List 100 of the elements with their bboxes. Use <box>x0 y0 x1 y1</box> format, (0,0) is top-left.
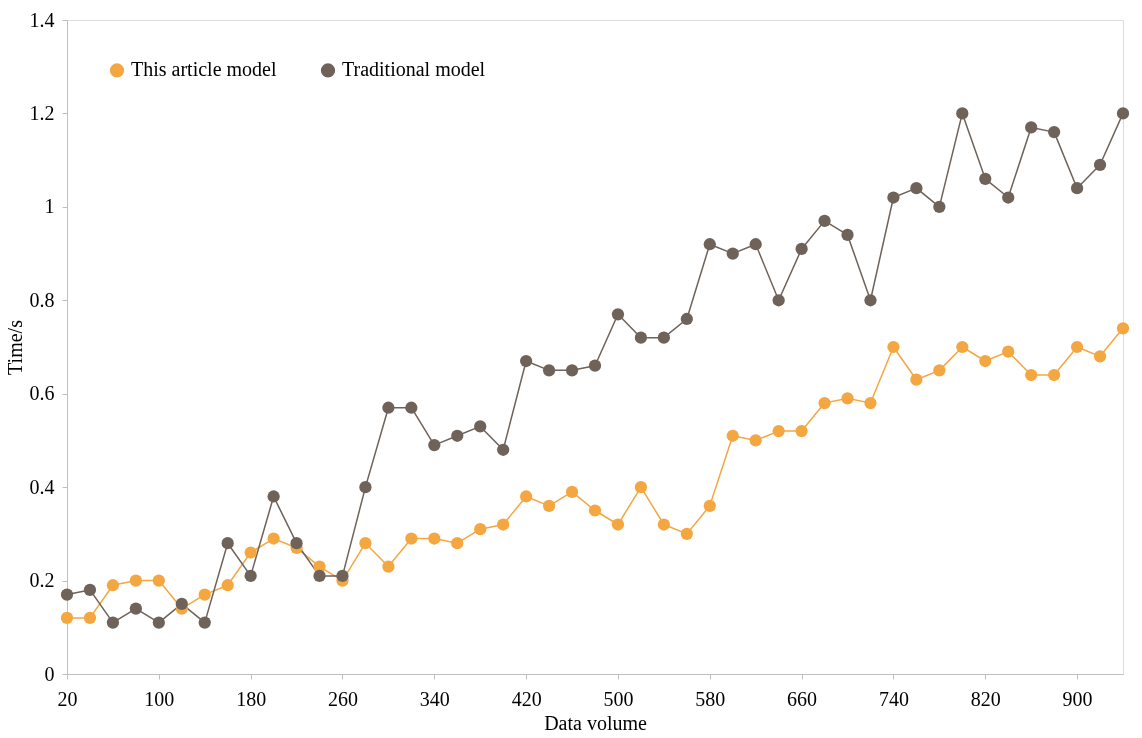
point <box>106 616 120 629</box>
point <box>588 504 602 517</box>
point <box>520 490 533 503</box>
point <box>336 569 349 583</box>
point <box>175 597 188 611</box>
point <box>1048 126 1061 139</box>
point <box>956 340 969 354</box>
point <box>611 308 625 321</box>
point <box>1025 368 1038 382</box>
point <box>497 518 510 531</box>
point <box>290 537 303 550</box>
point <box>221 579 234 592</box>
point <box>956 107 969 120</box>
point <box>244 546 257 559</box>
point <box>474 523 487 536</box>
point <box>634 481 648 494</box>
point <box>106 579 120 592</box>
point <box>910 373 923 386</box>
point <box>428 438 441 452</box>
point <box>244 569 257 583</box>
point <box>979 354 992 368</box>
point <box>1002 345 1015 358</box>
point <box>634 331 648 344</box>
point <box>933 364 946 377</box>
point <box>910 182 923 195</box>
point <box>749 238 762 251</box>
point <box>1093 350 1107 363</box>
point <box>795 424 808 438</box>
point <box>726 247 739 260</box>
point <box>818 396 831 410</box>
point <box>405 401 418 414</box>
point <box>474 420 487 433</box>
point <box>703 238 716 251</box>
point <box>198 616 211 629</box>
y-tick-label: 1.4 <box>29 8 55 31</box>
point <box>313 569 326 583</box>
point <box>565 364 579 377</box>
point <box>657 518 670 531</box>
point <box>520 354 533 368</box>
point <box>588 359 602 372</box>
point <box>152 574 165 587</box>
point <box>497 443 510 456</box>
x-tick-label: 660 <box>787 687 818 710</box>
point <box>795 242 808 256</box>
x-tick-label: 420 <box>511 687 542 710</box>
point <box>1116 322 1130 335</box>
point <box>542 364 556 377</box>
point <box>451 429 464 442</box>
x-tick-label: 100 <box>144 687 175 710</box>
point <box>1070 340 1084 354</box>
x-axis-title: Data volume <box>544 711 647 734</box>
legend-label: This article model <box>131 58 277 81</box>
y-tick-label: 0.6 <box>29 382 55 405</box>
point <box>542 499 556 512</box>
point <box>451 537 464 550</box>
point <box>841 392 854 405</box>
point <box>1048 368 1061 382</box>
point <box>864 294 877 307</box>
point <box>382 560 395 573</box>
point <box>749 434 762 447</box>
point <box>129 574 142 587</box>
y-tick-label: 0.4 <box>29 475 55 498</box>
point <box>887 191 900 204</box>
point <box>841 228 854 241</box>
x-tick-label: 580 <box>695 687 726 710</box>
point <box>1070 182 1084 195</box>
y-tick-label: 1 <box>44 195 55 218</box>
point <box>565 485 579 498</box>
point <box>267 532 280 545</box>
point <box>1025 121 1038 134</box>
point <box>726 429 739 442</box>
point <box>152 616 165 629</box>
x-tick-label: 340 <box>419 687 450 710</box>
point <box>1002 191 1015 204</box>
y-tick-label: 0 <box>44 662 55 685</box>
point <box>60 611 74 625</box>
point <box>60 588 74 601</box>
y-axis-title: Time/s <box>3 319 26 375</box>
point <box>818 214 831 227</box>
x-tick-label: 740 <box>878 687 909 710</box>
point <box>1116 107 1130 120</box>
x-tick-label: 20 <box>57 687 78 710</box>
y-tick-label: 0.2 <box>29 569 55 592</box>
x-tick-label: 500 <box>603 687 634 710</box>
point <box>611 518 625 531</box>
point <box>703 499 716 512</box>
point <box>359 537 372 550</box>
point <box>1093 158 1107 171</box>
point <box>864 396 877 410</box>
y-tick-label: 0.8 <box>29 288 55 311</box>
point <box>680 312 693 326</box>
point <box>657 331 670 344</box>
x-tick-label: 180 <box>236 687 267 710</box>
point <box>359 481 372 494</box>
x-tick-label: 900 <box>1062 687 1093 710</box>
point <box>221 537 234 550</box>
x-tick-label: 260 <box>327 687 358 710</box>
point <box>83 583 97 597</box>
point <box>772 294 785 307</box>
legend-label: Traditional model <box>342 58 486 81</box>
